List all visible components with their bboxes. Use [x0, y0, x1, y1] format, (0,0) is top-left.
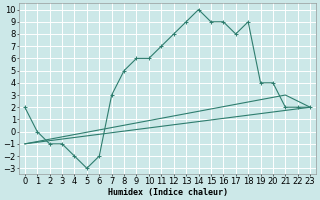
X-axis label: Humidex (Indice chaleur): Humidex (Indice chaleur): [108, 188, 228, 197]
